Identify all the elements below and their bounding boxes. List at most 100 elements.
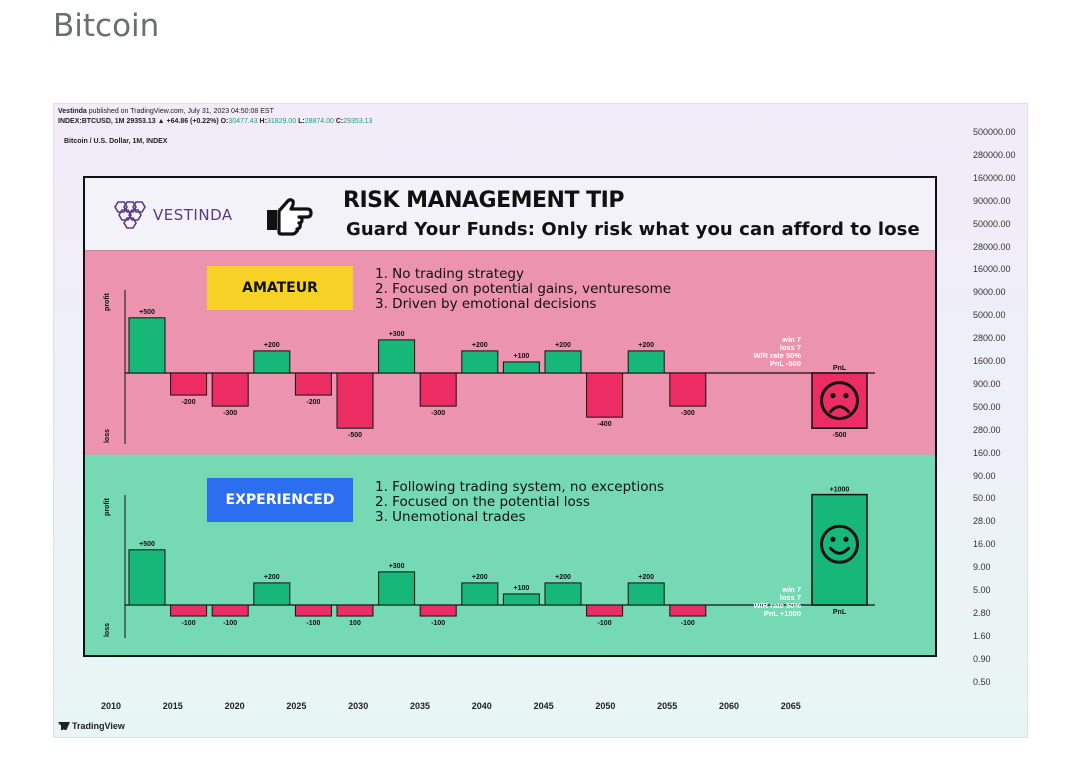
- experienced-point: 3. Unemotional trades: [375, 509, 526, 525]
- publisher-name: Vestinda: [58, 108, 87, 115]
- tradingview-logo-icon: [58, 722, 70, 730]
- amateur-point: 3. Driven by emotional decisions: [375, 296, 597, 312]
- vestinda-logo-icon: [114, 201, 146, 229]
- bar-value-label: +200: [472, 574, 488, 581]
- bar-value-label: -100: [598, 620, 612, 627]
- time-tick-label: 2065: [780, 701, 801, 711]
- bar: [294, 372, 332, 396]
- bar-value-label: -100: [431, 620, 445, 627]
- bar: [378, 339, 416, 374]
- quote-low: 28874.00: [304, 118, 334, 125]
- bar: [211, 372, 249, 407]
- time-tick-label: 2050: [595, 701, 616, 711]
- bar-value-label: -300: [223, 410, 237, 417]
- bar: [378, 571, 416, 606]
- publisher-info: published on TradingView.com, July 31, 2…: [86, 108, 274, 115]
- bar-value-label: +500: [139, 541, 155, 548]
- price-tick-label: 900.00: [973, 378, 1001, 389]
- price-tick-label: 16000.00: [973, 264, 1011, 275]
- vestinda-logo-text: VESTINDA: [153, 206, 233, 224]
- bar: [669, 372, 707, 407]
- price-tick-label: 9.00: [973, 562, 991, 573]
- price-tick-label: 2800.00: [973, 333, 1006, 344]
- amateur-badge: AMATEUR: [207, 266, 353, 310]
- stat-line: win 7: [781, 335, 801, 344]
- bar: [253, 582, 291, 606]
- time-tick-label: 2035: [409, 701, 431, 711]
- bar-value-label: +200: [264, 342, 280, 349]
- quote-high: 31829.00: [266, 118, 297, 125]
- stat-line: PnL +1000: [764, 609, 801, 618]
- bar-value-label: -100: [223, 620, 237, 627]
- stat-line: W/R rate 50%: [753, 601, 801, 610]
- price-tick-label: 1600.00: [973, 356, 1006, 366]
- pnl-value-label: -500: [832, 432, 846, 439]
- bar-value-label: -300: [431, 410, 445, 417]
- stat-line: loss 7: [780, 593, 801, 602]
- quote-line: INDEX:BTCUSD, 1M 29353.13 ▲ +64.86 (+0.2…: [58, 118, 372, 125]
- tradingview-logo-text: TradingView: [72, 721, 125, 731]
- time-tick-label: 2030: [348, 701, 369, 711]
- price-tick-label: 1.60: [973, 630, 991, 641]
- bar: [627, 350, 665, 374]
- price-tick-label: 90000.00: [973, 195, 1011, 206]
- stat-line: win 7: [781, 585, 801, 594]
- experienced-badge: EXPERIENCED: [207, 478, 353, 522]
- bar: [544, 350, 582, 374]
- bar-value-label: +200: [555, 574, 571, 581]
- price-tick-label: 160.00: [973, 447, 1001, 458]
- quote-change: ▲ +64.86 (+0.22%): [157, 118, 219, 125]
- bar: [211, 604, 249, 617]
- bar-value-label: +300: [389, 331, 405, 338]
- price-tick-label: 500000.00: [973, 127, 1016, 137]
- bar-value-label: +300: [389, 563, 405, 570]
- bar-value-label: +500: [139, 309, 155, 316]
- sad-face-icon: [820, 381, 859, 421]
- card-header: [85, 178, 935, 250]
- bar-value-label: -500: [348, 432, 362, 439]
- bar: [502, 361, 540, 374]
- page-title: Bitcoin: [53, 8, 160, 44]
- tip-subtitle: Guard Your Funds: Only risk what you can…: [346, 219, 920, 240]
- bar: [627, 582, 665, 606]
- quote-close-label: C:: [335, 118, 344, 125]
- risk-tip-card: VESTINDA RISK MANAGEMENT TIP Guard Your …: [83, 176, 937, 657]
- pnl-label: PnL: [833, 365, 847, 372]
- bar-value-label: 100: [349, 620, 361, 627]
- bar: [419, 372, 457, 407]
- stat-line: W/R rate 50%: [753, 351, 801, 360]
- time-tick-label: 2015: [162, 701, 183, 711]
- quote-symbol: INDEX:BTCUSD, 1M: [58, 118, 125, 125]
- bar-value-label: +200: [555, 342, 571, 349]
- experienced-point: 2. Focused on the potential loss: [375, 494, 590, 510]
- pnl-bar: [811, 493, 868, 606]
- tradingview-logo[interactable]: TradingView: [58, 721, 125, 731]
- pnl-bar-charts: profit loss +500 -200 -300 +200 -200 -500 +300 -3…: [104, 290, 875, 638]
- price-tick-label: 0.50: [973, 676, 991, 687]
- symbol-description: Bitcoin / U.S. Dollar, 1M, INDEX: [64, 138, 168, 145]
- bar-value-label: -200: [306, 399, 320, 406]
- bar-value-label: -300: [681, 410, 695, 417]
- price-tick-label: 5.00: [973, 585, 991, 595]
- time-tick-label: 2025: [286, 701, 307, 711]
- bar-value-label: -100: [182, 620, 196, 627]
- bar-value-label: +100: [514, 585, 530, 592]
- amateur-point: 1. No trading strategy: [375, 266, 524, 282]
- bar: [294, 604, 332, 617]
- bar-value-label: +200: [638, 342, 654, 349]
- price-tick-label: 50.00: [973, 493, 996, 504]
- bar-value-label: -200: [182, 399, 196, 406]
- bar: [336, 372, 374, 429]
- price-tick-label: 280.00: [973, 424, 1001, 435]
- bar-value-label: +200: [264, 574, 280, 581]
- experienced-points: 1. Following trading system, no exceptio…: [375, 480, 664, 525]
- vestinda-logo: VESTINDA: [113, 199, 233, 231]
- quote-close: 29353.13: [343, 118, 373, 125]
- experienced-point: 1. Following trading system, no exceptio…: [375, 479, 665, 495]
- pointing-hand-icon: [267, 198, 313, 236]
- bar-value-label: +200: [638, 574, 654, 581]
- bar: [502, 593, 540, 606]
- bar: [544, 582, 582, 606]
- bar-value-label: -100: [306, 620, 320, 627]
- quote-last: 29353.13: [126, 118, 156, 125]
